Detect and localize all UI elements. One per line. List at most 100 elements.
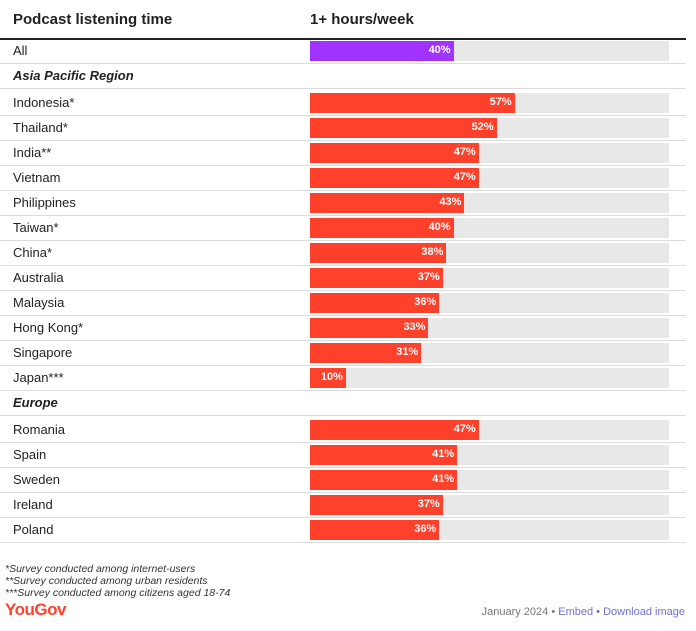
bar: 37% xyxy=(310,268,443,288)
footnote: ***Survey conducted among citizens aged … xyxy=(5,587,231,599)
table-row: Taiwan* 40% xyxy=(0,215,686,241)
bar-track: 36% xyxy=(310,520,669,540)
row-label: Romania xyxy=(13,422,66,437)
data-label: 37% xyxy=(417,271,440,283)
bar-track: 33% xyxy=(310,318,669,338)
table-row: Australia 37% xyxy=(0,265,686,291)
bar-track: 41% xyxy=(310,445,669,465)
data-label: 31% xyxy=(396,346,419,358)
row-label: Thailand* xyxy=(13,120,68,135)
bar: 33% xyxy=(310,318,429,338)
row-label: Indonesia* xyxy=(13,95,75,110)
data-label: 41% xyxy=(432,448,455,460)
data-label: 47% xyxy=(453,146,476,158)
footnote: *Survey conducted among internet-users xyxy=(5,563,196,575)
footer-date: January 2024 xyxy=(481,606,549,618)
embed-link[interactable]: Embed xyxy=(558,606,594,618)
table-row: Romania 47% xyxy=(0,417,686,443)
data-label: 43% xyxy=(439,196,462,208)
data-label: 33% xyxy=(403,321,426,333)
group-header: Europe xyxy=(0,390,686,416)
value-column-header: 1+ hours/week xyxy=(310,11,414,28)
bar: 40% xyxy=(310,41,454,61)
table-row: Philippines 43% xyxy=(0,190,686,216)
bar-track: 43% xyxy=(310,193,669,213)
download-image-link[interactable]: Download image xyxy=(603,606,685,618)
data-label: 38% xyxy=(421,246,444,258)
data-label: 47% xyxy=(453,171,476,183)
group-label: Asia Pacific Region xyxy=(13,68,134,83)
table-row: Ireland 37% xyxy=(0,492,686,518)
bar-track: 47% xyxy=(310,168,669,188)
row-label: China* xyxy=(13,245,53,260)
bar: 57% xyxy=(310,93,515,113)
row-label: Philippines xyxy=(13,195,76,210)
table-row: Malaysia 36% xyxy=(0,290,686,316)
footer-separator: • xyxy=(593,606,604,618)
group-label: Europe xyxy=(13,395,58,410)
bar: 40% xyxy=(310,218,454,238)
row-label: Sweden xyxy=(13,472,60,487)
table-row: Vietnam 47% xyxy=(0,165,686,191)
bar-track: 47% xyxy=(310,143,669,163)
row-label: Poland xyxy=(13,522,54,537)
bar-track: 47% xyxy=(310,420,669,440)
row-label: Japan*** xyxy=(13,370,64,385)
table-row: Singapore 31% xyxy=(0,340,686,366)
data-label: 40% xyxy=(428,221,451,233)
bar-track: 57% xyxy=(310,93,669,113)
bar: 43% xyxy=(310,193,465,213)
bar: 36% xyxy=(310,293,440,313)
row-label: Singapore xyxy=(13,345,73,360)
bar-track: 40% xyxy=(310,41,669,61)
footnotes: *Survey conducted among internet-users *… xyxy=(5,563,230,599)
bar: 52% xyxy=(310,118,497,138)
row-label: Ireland xyxy=(13,497,53,512)
bar-track: 37% xyxy=(310,268,669,288)
yougov-logo: YouGov xyxy=(5,600,66,619)
bar-track: 52% xyxy=(310,118,669,138)
row-label: Taiwan* xyxy=(13,220,59,235)
bar-track: 38% xyxy=(310,243,669,263)
table-row: All 40% xyxy=(0,38,686,64)
table-row: China* 38% xyxy=(0,240,686,266)
data-label: 36% xyxy=(414,523,437,535)
table-row: Indonesia* 57% xyxy=(0,90,686,116)
bar-track: 31% xyxy=(310,343,669,363)
bar: 47% xyxy=(310,143,479,163)
bar-track: 37% xyxy=(310,495,669,515)
bar: 47% xyxy=(310,168,479,188)
row-label: Vietnam xyxy=(13,170,61,185)
row-label: All xyxy=(13,43,28,58)
bar-track: 10% xyxy=(310,368,669,388)
bar: 38% xyxy=(310,243,447,263)
bar: 37% xyxy=(310,495,443,515)
row-label: Australia xyxy=(13,270,64,285)
bar: 10% xyxy=(310,368,346,388)
bar: 41% xyxy=(310,445,458,465)
row-label: India** xyxy=(13,145,52,160)
footer: January 2024 • Embed • Download image xyxy=(482,606,685,618)
bar-track: 40% xyxy=(310,218,669,238)
data-label: 37% xyxy=(417,498,440,510)
data-label: 36% xyxy=(414,296,437,308)
table-row: Japan*** 10% xyxy=(0,365,686,391)
table-header: Podcast listening time 1+ hours/week xyxy=(0,0,686,40)
data-label: 47% xyxy=(453,423,476,435)
table-row: Spain 41% xyxy=(0,442,686,468)
bar: 47% xyxy=(310,420,479,440)
footer-separator: • xyxy=(548,606,559,618)
bar: 36% xyxy=(310,520,440,540)
table-row: Poland 36% xyxy=(0,517,686,543)
row-label: Hong Kong* xyxy=(13,320,84,335)
table-row: India** 47% xyxy=(0,140,686,166)
table-row: Sweden 41% xyxy=(0,467,686,493)
data-label: 57% xyxy=(489,96,512,108)
data-label: 10% xyxy=(320,371,343,383)
row-label: Spain xyxy=(13,447,47,462)
data-label: 40% xyxy=(428,44,451,56)
group-header: Asia Pacific Region xyxy=(0,63,686,89)
footnote: **Survey conducted among urban residents xyxy=(5,575,208,587)
table-row: Hong Kong* 33% xyxy=(0,315,686,341)
table-row: Thailand* 52% xyxy=(0,115,686,141)
